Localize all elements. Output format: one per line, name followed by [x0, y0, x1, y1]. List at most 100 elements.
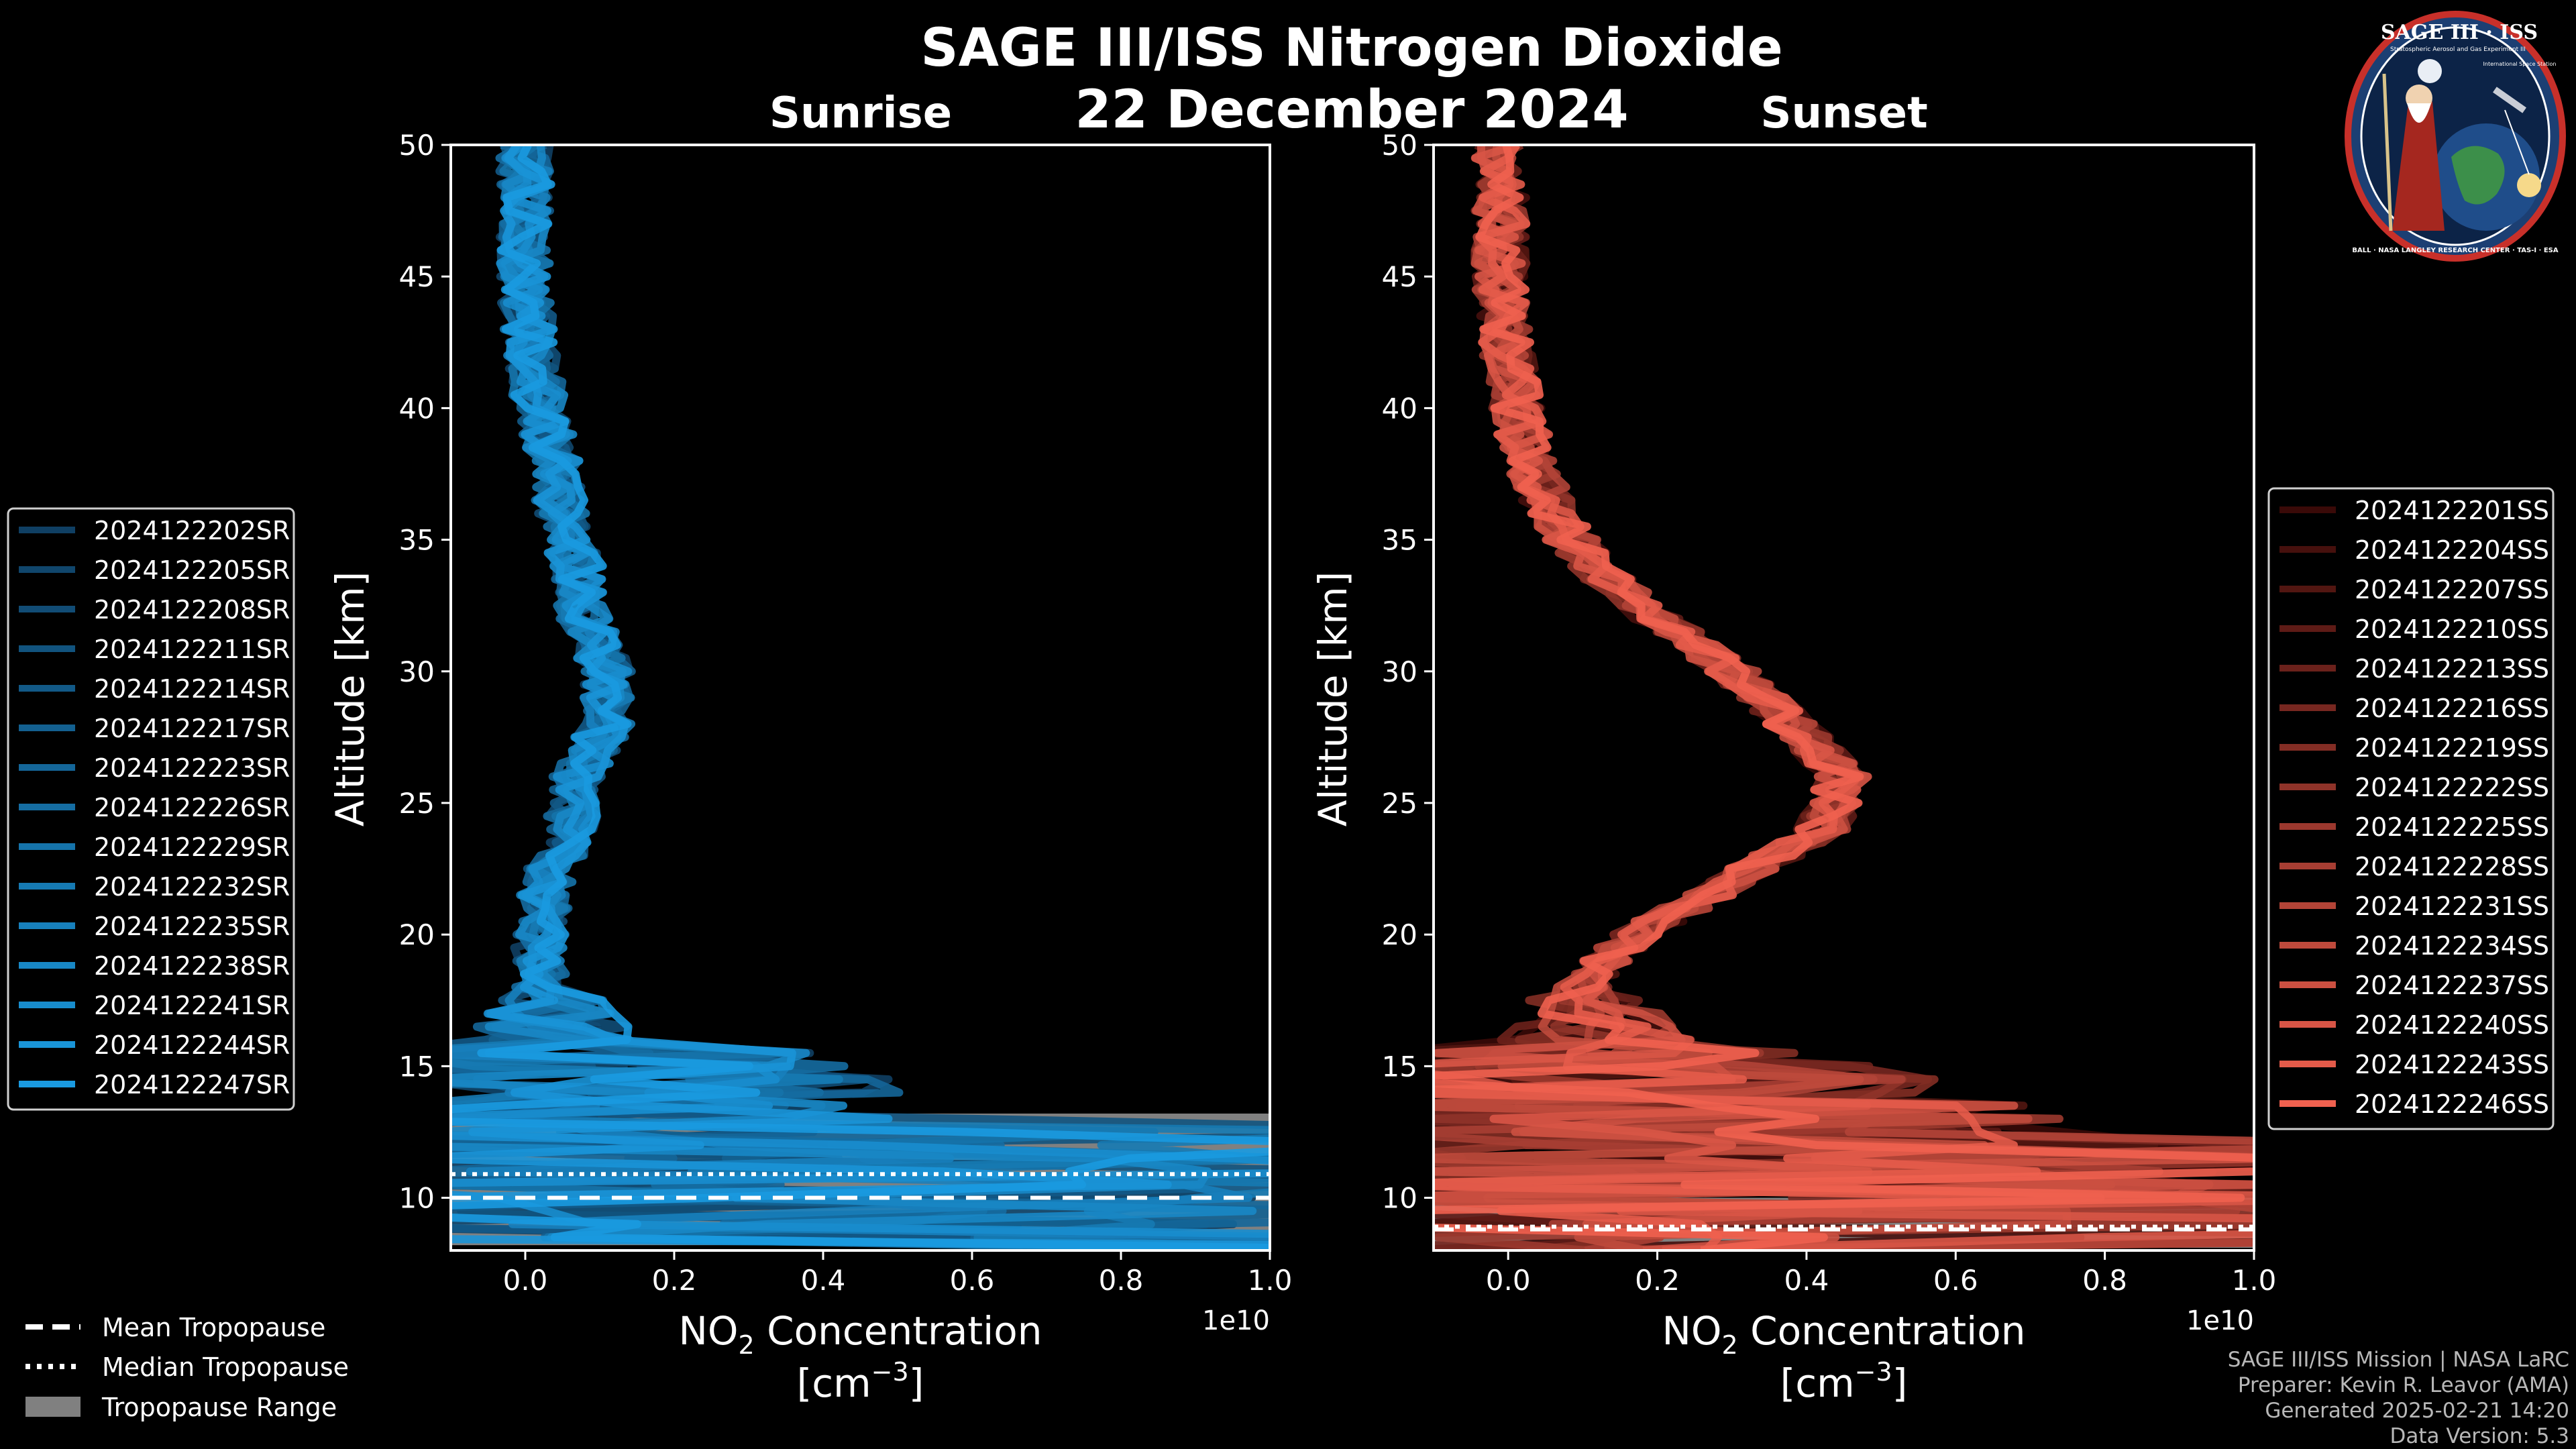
y-tick-label: 10: [1382, 1182, 1417, 1215]
x-axis-units-close: ]: [1892, 1360, 1908, 1406]
plot-area: [1434, 145, 2254, 1250]
sunset-panel-title: Sunset: [1760, 89, 1927, 138]
credit-version: Data Version: 5.3: [2390, 1424, 2569, 1448]
chart-suptitle: SAGE III/ISS Nitrogen Dioxide: [920, 18, 1782, 78]
plot-area: [451, 145, 1270, 1250]
y-tick-label: 10: [399, 1182, 435, 1215]
legend-entry: 2024122232SR: [94, 872, 290, 902]
credit-mission: SAGE III/ISS Mission | NASA LaRC: [2227, 1348, 2569, 1372]
legend-entry: 2024122216SS: [2355, 694, 2549, 723]
wizard-staff-shape: [2382, 73, 2393, 231]
y-tick-label: 45: [399, 260, 435, 293]
sun-icon: [2517, 173, 2541, 197]
sunrise-panel: 0.0 0.2 0.4 0.6 0.8 1.0 10 15 20 25 30 35 40 45 50 1e10…: [327, 129, 1292, 1406]
tropopause-legend: Mean Tropopause Median Tropopause Tropopau…: [25, 1313, 349, 1422]
logo-side-text: International Space Station: [2483, 61, 2557, 67]
logo-ring-text: BALL · NASA LANGLEY RESEARCH CENTER · TA…: [2352, 247, 2559, 254]
continent-shape: [2451, 146, 2505, 205]
x-axis-units-exponent: −3: [1855, 1357, 1892, 1387]
legend-entry: 2024122223SR: [94, 753, 290, 783]
sunrise-legend: 2024122202SR 2024122205SR 2024122208SR 2024…: [7, 507, 295, 1111]
mean-tropopause-label: Mean Tropopause: [102, 1313, 325, 1342]
sunset-legend: 2024122201SS 2024122204SS 2024122207SS 2024…: [2267, 487, 2555, 1130]
sage-iii-iss-logo: SAGE III · ISS Stratospheric Aerosol and…: [2345, 11, 2566, 262]
x-axis-units-open: [cm: [1780, 1360, 1855, 1406]
x-tick-label: 0.4: [1784, 1264, 1829, 1297]
y-tick-label: 30: [399, 655, 435, 688]
legend-entry: 2024122201SS: [2355, 496, 2549, 525]
x-tick-label: 0.2: [652, 1264, 697, 1297]
y-tick-label: 50: [399, 129, 435, 162]
x-axis-label-species: NO: [1662, 1308, 1722, 1354]
legend-entry: 2024122208SR: [94, 595, 290, 625]
x-tick-label: 1.0: [2232, 1264, 2277, 1297]
legend-entry: 2024122205SR: [94, 555, 290, 585]
x-tick-label: 0.8: [2082, 1264, 2127, 1297]
y-tick-label: 15: [1382, 1050, 1417, 1083]
credit-preparer: Preparer: Kevin R. Leavor (AMA): [2237, 1373, 2569, 1397]
sunrise-panel-title: Sunrise: [769, 89, 952, 138]
legend-entry: 2024122243SS: [2355, 1050, 2549, 1079]
iss-station-icon: [2493, 87, 2526, 113]
logo-title: SAGE III · ISS: [2381, 21, 2538, 44]
legend-entry: 2024122228SS: [2355, 852, 2549, 881]
legend-entry: 2024122204SS: [2355, 535, 2549, 565]
x-axis-units-open: [cm: [797, 1360, 871, 1406]
legend-entry: 2024122240SS: [2355, 1010, 2549, 1040]
wizard-beard-shape: [2407, 103, 2431, 123]
x-axis-units: [cm−3]: [797, 1357, 924, 1406]
x-axis-multiplier: 1e10: [2186, 1305, 2254, 1336]
x-axis-label-subscript: 2: [739, 1330, 755, 1360]
y-tick-label: 45: [1382, 260, 1417, 293]
x-axis-label-subscript: 2: [1722, 1330, 1738, 1360]
y-tick-label: 20: [1382, 918, 1417, 951]
legend-entry: 2024122231SS: [2355, 892, 2549, 921]
y-tick-label: 50: [1382, 129, 1417, 162]
y-tick-label: 15: [399, 1050, 435, 1083]
legend-entry: 2024122217SR: [94, 714, 290, 743]
legend-entry: 2024122222SS: [2355, 773, 2549, 802]
credits-block: SAGE III/ISS Mission | NASA LaRC Prepare…: [2228, 1347, 2569, 1449]
legend-frame: [7, 507, 295, 1111]
legend-entry: 2024122235SR: [94, 912, 290, 941]
y-tick-label: 35: [1382, 524, 1417, 557]
y-tick-label: 35: [399, 524, 435, 557]
legend-entry: 2024122237SS: [2355, 971, 2549, 1000]
y-tick-label: 25: [399, 787, 435, 820]
profile-line-2024122246SS: [1434, 145, 2254, 1250]
legend-entry: 2024122244SR: [94, 1030, 290, 1060]
moon-icon: [2418, 59, 2442, 83]
y-tick-label: 20: [399, 918, 435, 951]
x-tick-label: 0.6: [950, 1264, 995, 1297]
y-axis-label: Altitude [km]: [1310, 572, 1356, 826]
median-tropopause-label: Median Tropopause: [102, 1352, 349, 1382]
x-tick-label: 0.0: [1486, 1264, 1531, 1297]
x-axis-label-quantity: Concentration: [1738, 1308, 2026, 1354]
x-axis-units-exponent: −3: [871, 1357, 909, 1387]
x-axis-label-quantity: Concentration: [755, 1308, 1042, 1354]
legend-entry: 2024122207SS: [2355, 575, 2549, 604]
x-tick-label: 0.0: [503, 1264, 548, 1297]
x-axis-multiplier: 1e10: [1202, 1305, 1270, 1336]
profile-line-2024122243SS: [1434, 145, 2105, 1250]
x-tick-label: 0.2: [1635, 1264, 1680, 1297]
legend-entry: 2024122219SS: [2355, 733, 2549, 763]
x-axis-units: [cm−3]: [1780, 1357, 1908, 1406]
chart-date: 22 December 2024: [1075, 80, 1628, 140]
legend-entry: 2024122229SR: [94, 833, 290, 862]
y-tick-label: 30: [1382, 655, 1417, 688]
axes-frame: [449, 144, 1271, 1252]
x-axis-units-close: ]: [909, 1360, 924, 1406]
logo-subtitle: Stratospheric Aerosol and Gas Experiment…: [2390, 46, 2526, 53]
profile-line-2024122247SR: [451, 145, 1270, 1250]
x-tick-label: 0.6: [1933, 1264, 1978, 1297]
tropopause-range-swatch: [25, 1397, 80, 1417]
x-axis-label: NO2 Concentration: [679, 1308, 1042, 1360]
legend-entry: 2024122210SS: [2355, 614, 2549, 644]
x-axis-label-species: NO: [679, 1308, 739, 1354]
y-tick-label: 40: [1382, 392, 1417, 425]
y-axis-label: Altitude [km]: [327, 572, 373, 826]
legend-entry: 2024122247SR: [94, 1070, 290, 1099]
sunset-panel: 0.0 0.2 0.4 0.6 0.8 1.0 10 15 20 25 30 35 40 45 50 1e10…: [1310, 129, 2277, 1406]
